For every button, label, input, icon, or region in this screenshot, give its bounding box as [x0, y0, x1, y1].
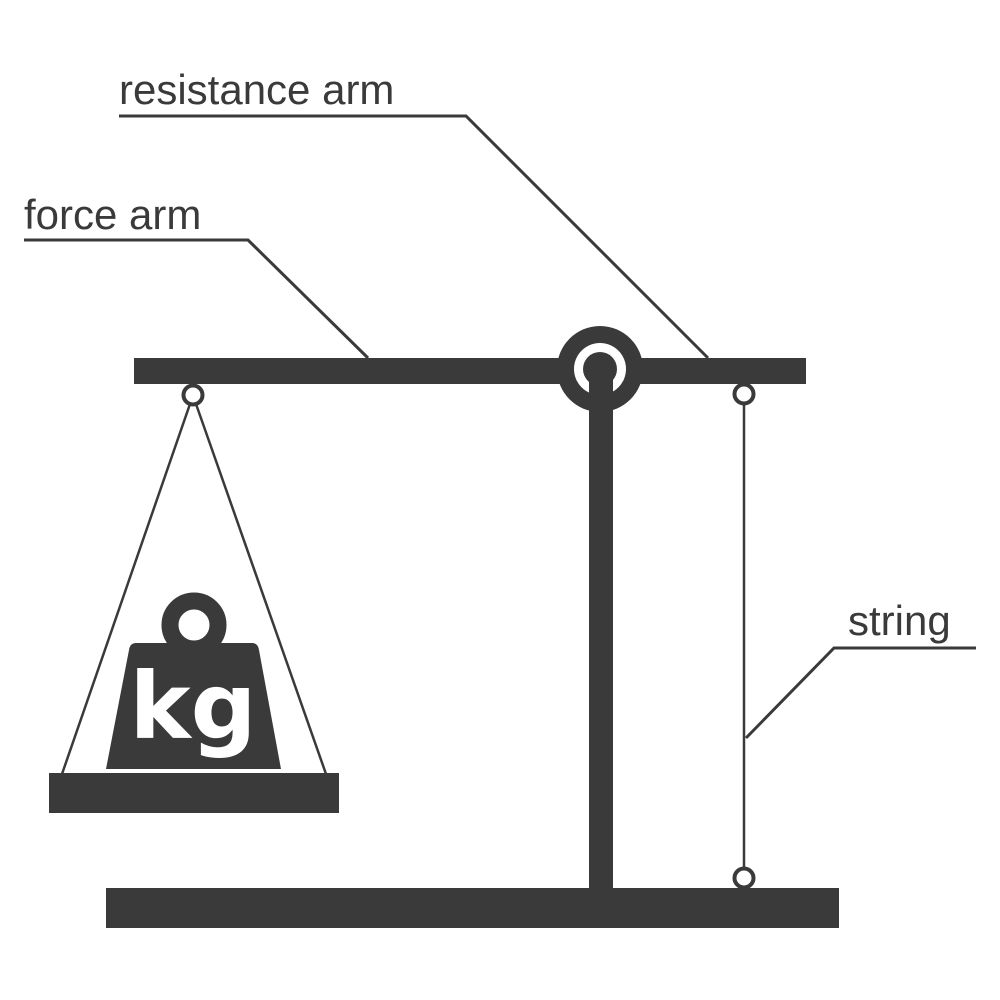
stand-post	[589, 370, 613, 908]
pan-string-left	[60, 403, 192, 775]
resistance-arm-label: resistance arm	[119, 66, 394, 113]
base-plate	[106, 888, 839, 928]
weight-body	[106, 643, 281, 769]
kg-weight: kg	[106, 592, 281, 769]
string-leader	[744, 646, 976, 740]
left-hook-ring	[181, 383, 205, 407]
resistance-arm-leader	[119, 114, 710, 360]
weight-pan	[49, 773, 339, 813]
force-arm-label: force arm	[24, 191, 201, 238]
weight-handle-ring	[161, 592, 227, 658]
fulcrum-pivot	[557, 326, 643, 412]
right-string-top-ring	[732, 382, 756, 406]
weight-unit-label: kg	[129, 653, 256, 760]
force-arm-leader	[24, 238, 370, 360]
right-string-bottom-ring	[732, 866, 756, 890]
lever-beam	[134, 358, 806, 384]
pan-string-right	[194, 403, 328, 775]
string-label: string	[848, 597, 951, 644]
